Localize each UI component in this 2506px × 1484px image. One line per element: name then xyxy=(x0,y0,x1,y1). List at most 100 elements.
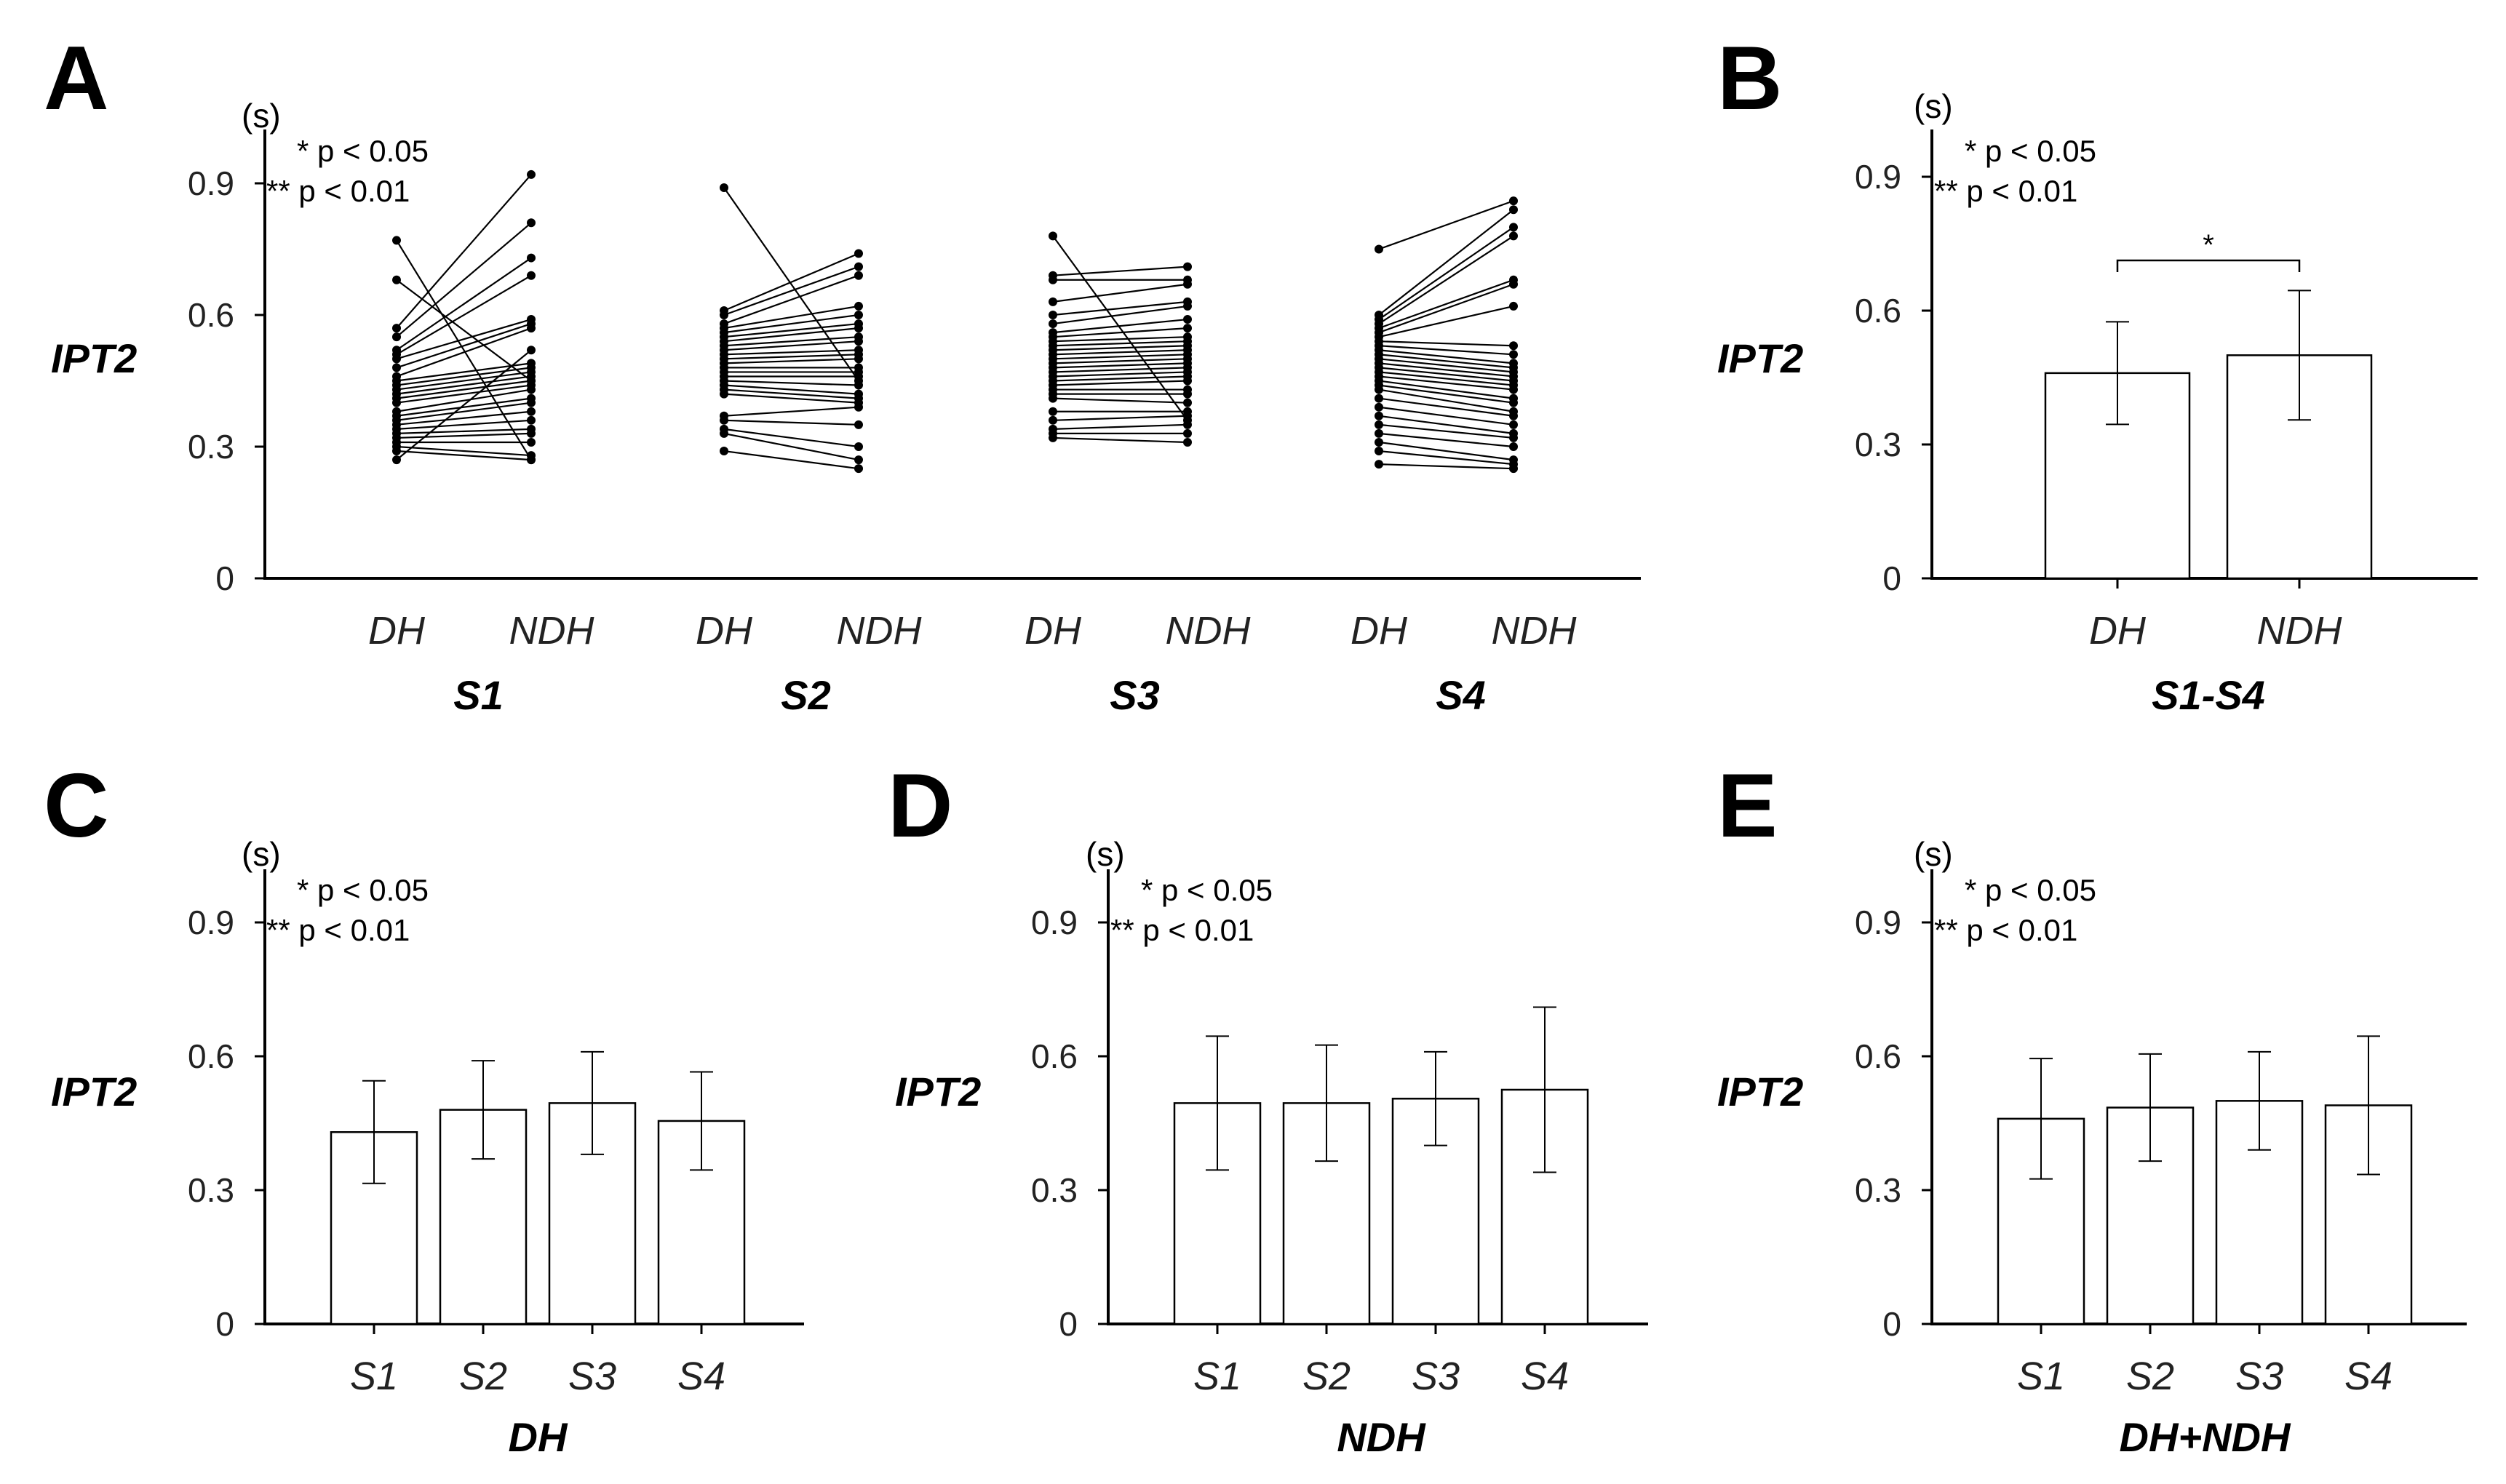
data-point-dh xyxy=(1049,433,1057,442)
significance-star: * xyxy=(2203,229,2214,261)
data-point-dh xyxy=(1049,311,1057,319)
panel-e: E (s) * p < 0.05 ** p < 0.01 IPT2 0 0.3 0.6 0.9 S… xyxy=(1717,756,2467,1460)
data-point-ndh xyxy=(1509,196,1518,206)
x-category-label: DH xyxy=(696,609,753,653)
data-point-ndh xyxy=(1183,420,1192,429)
sig-note-p05: * p < 0.05 xyxy=(1965,134,2096,168)
sig-note-p05: * p < 0.05 xyxy=(297,134,429,168)
paired-line xyxy=(1052,423,1188,430)
paired-line xyxy=(1052,367,1188,373)
paired-line xyxy=(396,257,532,351)
paired-line xyxy=(396,274,532,356)
data-point-ndh xyxy=(527,407,536,416)
data-point-ndh xyxy=(1183,279,1192,289)
sig-note-p05: * p < 0.05 xyxy=(1141,873,1273,907)
y-tick-label: 0.9 xyxy=(188,903,234,941)
data-point-ndh xyxy=(1509,279,1518,289)
paired-line xyxy=(723,327,859,343)
data-point-ndh xyxy=(527,271,536,280)
data-point-ndh xyxy=(527,324,536,333)
data-point-dh xyxy=(1375,385,1383,394)
data-point-ndh xyxy=(1509,231,1518,241)
paired-line xyxy=(1378,340,1514,347)
paired-line xyxy=(723,336,859,347)
x-category-label: NDH xyxy=(1492,609,1578,653)
x-category-label: DH xyxy=(2089,609,2147,653)
x-category-label: NDH xyxy=(509,609,595,653)
data-point-ndh xyxy=(1509,420,1518,429)
paired-line xyxy=(1378,371,1514,386)
panel-letter-c: C xyxy=(44,756,109,856)
data-point-ndh xyxy=(1183,301,1192,311)
paired-line xyxy=(1052,235,1188,421)
paired-line xyxy=(1378,362,1514,378)
y-unit-label: (s) xyxy=(1914,835,1953,873)
data-point-ndh xyxy=(527,428,536,438)
sig-note-p01: ** p < 0.01 xyxy=(1934,174,2077,208)
data-point-ndh xyxy=(1509,398,1518,407)
data-point-dh xyxy=(392,447,401,456)
paired-line xyxy=(1052,283,1188,303)
x-category-label: S1 xyxy=(2017,1355,2065,1398)
y-tick-label: 0.6 xyxy=(1855,292,1901,330)
paired-line xyxy=(396,380,532,399)
panel-b: B (s) * p < 0.05 ** p < 0.01 IPT2 0 0.3 0.6 0.9 D… xyxy=(1717,28,2478,718)
paired-line xyxy=(1052,345,1188,351)
paired-line xyxy=(1378,283,1514,334)
paired-line xyxy=(723,384,859,395)
significance-bracket xyxy=(2116,259,2301,272)
paired-line xyxy=(1052,436,1188,444)
paired-line xyxy=(723,393,859,404)
data-point-ndh xyxy=(527,253,536,263)
paired-line xyxy=(1052,397,1188,404)
sig-note-p05: * p < 0.05 xyxy=(1965,873,2096,907)
paired-line xyxy=(396,174,532,329)
data-point-ndh xyxy=(1183,437,1192,447)
data-point-dh xyxy=(1049,394,1057,403)
x-category-label: S3 xyxy=(2235,1355,2283,1398)
y-axis-title: IPT2 xyxy=(895,1069,981,1114)
data-point-dh xyxy=(1049,297,1057,306)
data-point-ndh xyxy=(854,455,863,465)
panel-d: D (s) * p < 0.05 ** p < 0.01 IPT2 0 0.3 0.6 0.9 S… xyxy=(888,756,1648,1460)
paired-line xyxy=(723,305,859,330)
data-point-ndh xyxy=(1509,411,1518,420)
paired-line xyxy=(1052,380,1188,386)
paired-line xyxy=(396,388,532,412)
panel-letter-a: A xyxy=(44,28,109,129)
data-point-ndh xyxy=(1509,442,1518,451)
data-point-ndh xyxy=(1509,385,1518,394)
y-tick-label: 0.6 xyxy=(188,296,234,334)
data-point-ndh xyxy=(854,337,863,346)
x-group-label: S4 xyxy=(1436,672,1486,718)
y-tick-label: 0.9 xyxy=(188,164,234,202)
paired-line xyxy=(1052,266,1188,276)
paired-line xyxy=(1052,354,1188,360)
sig-note-p05: * p < 0.05 xyxy=(297,873,429,907)
paired-line xyxy=(1378,200,1514,250)
data-point-ndh xyxy=(1509,223,1518,232)
data-point-dh xyxy=(1049,415,1057,425)
paired-line xyxy=(396,428,532,434)
data-point-dh xyxy=(392,275,401,284)
data-point-ndh xyxy=(1183,262,1192,271)
x-group-label: S2 xyxy=(781,672,831,718)
paired-line xyxy=(1378,349,1514,364)
paired-line xyxy=(1052,340,1188,347)
x-category-label: S1 xyxy=(350,1355,398,1398)
sig-note-p01: ** p < 0.01 xyxy=(1110,913,1254,947)
panel-a: A (s) * p < 0.05 ** p < 0.01 IPT2 0 0.3 0.6 0.9 D… xyxy=(44,28,1641,718)
data-point-ndh xyxy=(854,442,863,451)
y-tick-label: 0.6 xyxy=(188,1037,234,1075)
paired-line xyxy=(1052,300,1188,316)
data-point-dh xyxy=(392,455,401,465)
x-axis-title: DH xyxy=(509,1414,568,1460)
x-group-label: S3 xyxy=(1110,672,1160,718)
y-tick-label: 0.6 xyxy=(1031,1037,1078,1075)
y-tick-label: 0.6 xyxy=(1855,1037,1901,1075)
x-axis-title: DH+NDH xyxy=(2120,1414,2291,1460)
paired-line xyxy=(1378,415,1514,434)
y-tick-label: 0.3 xyxy=(1855,426,1901,463)
paired-line xyxy=(1378,209,1514,316)
